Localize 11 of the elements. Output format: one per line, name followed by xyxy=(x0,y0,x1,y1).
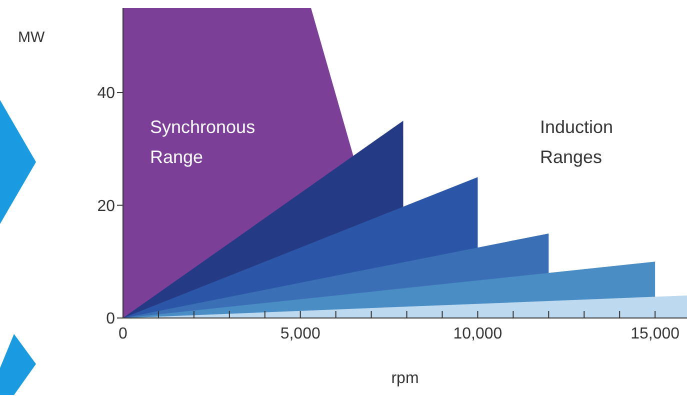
x-tick-label: 10,000 xyxy=(453,325,502,342)
y-tick-label: 40 xyxy=(97,85,116,102)
x-tick-label: 5,000 xyxy=(280,325,320,342)
annotation: Synchronous Range xyxy=(150,117,256,167)
y-tick-label: 20 xyxy=(97,198,116,215)
y-tick-label: 0 xyxy=(106,310,116,328)
x-tick-label: 15,000 xyxy=(630,325,680,342)
x-tick-label: 0 xyxy=(118,325,128,342)
annotation: Induction Ranges xyxy=(540,117,614,167)
y-axis-title: MW xyxy=(18,29,46,46)
x-axis-title: rpm xyxy=(391,370,419,387)
